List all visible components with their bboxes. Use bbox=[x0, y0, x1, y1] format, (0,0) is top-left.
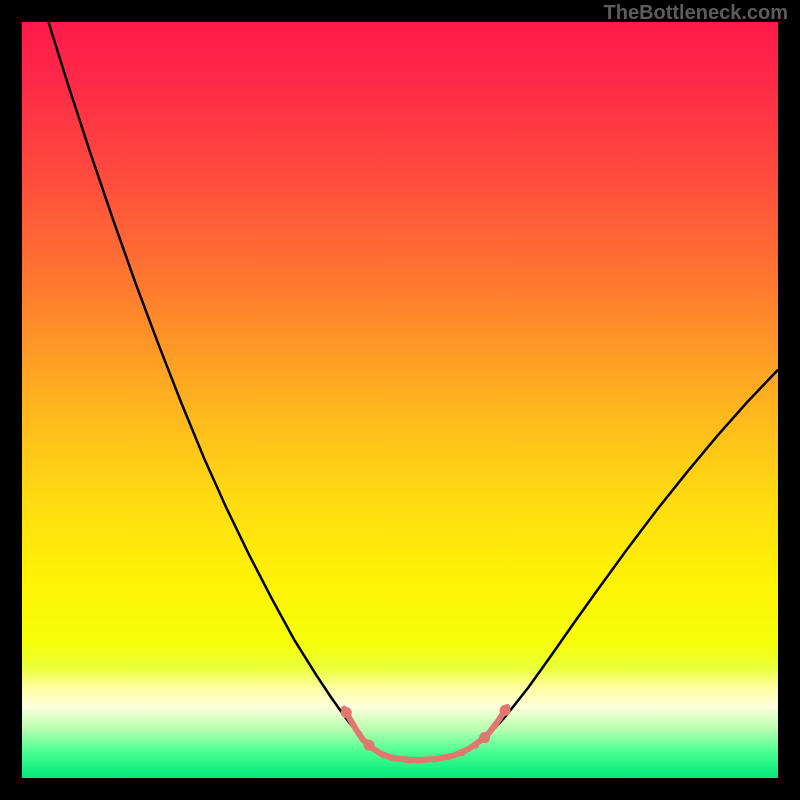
watermark-text: TheBottleneck.com bbox=[604, 2, 788, 25]
bottleneck-chart bbox=[0, 0, 800, 800]
chart-frame: TheBottleneck.com bbox=[0, 0, 800, 800]
